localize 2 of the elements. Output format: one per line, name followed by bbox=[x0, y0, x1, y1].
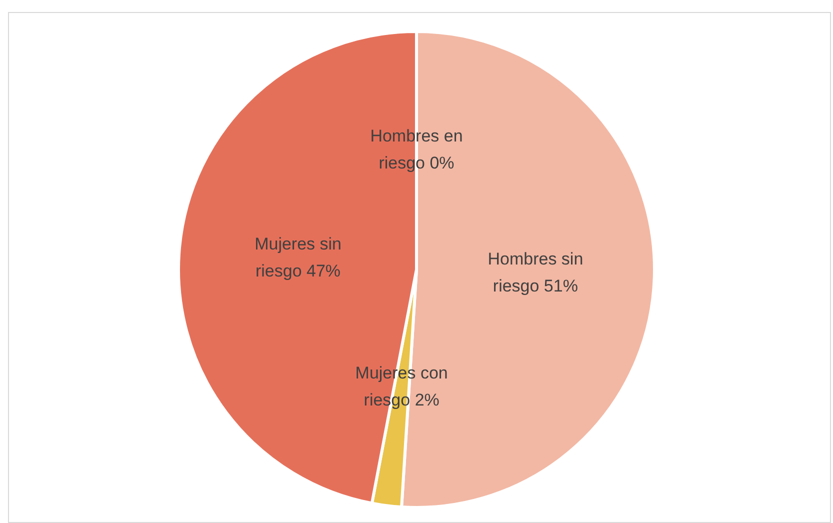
slice-label: Mujeres sin riesgo 47% bbox=[254, 234, 342, 280]
slice-label: Hombres sin riesgo 51% bbox=[488, 249, 584, 296]
